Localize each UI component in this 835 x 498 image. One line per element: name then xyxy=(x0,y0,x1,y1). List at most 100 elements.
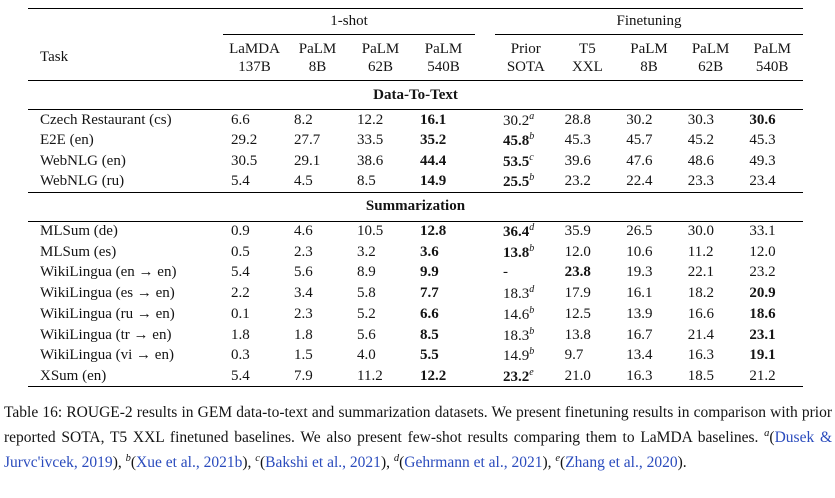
value-cell: 4.6 xyxy=(286,221,349,242)
value-cell: 8.5 xyxy=(349,172,412,193)
value-text: 16.1 xyxy=(626,285,653,302)
value-text: 23.2 xyxy=(503,368,530,385)
group-header-finetuning: Finetuning xyxy=(495,8,803,35)
value-cell: 16.6 xyxy=(680,304,742,325)
value-cell: 12.0 xyxy=(741,242,803,263)
value-text: 47.6 xyxy=(626,152,653,169)
value-cell: 38.6 xyxy=(349,151,412,172)
column-header-line1: LaMDA xyxy=(229,40,280,57)
value-cell: 45.7 xyxy=(618,130,680,151)
value-text: 16.3 xyxy=(626,367,653,384)
value-cell: 45.2 xyxy=(680,130,742,151)
value-cell: 12.2 xyxy=(412,366,475,387)
value-cell: 27.7 xyxy=(286,130,349,151)
citation-link[interactable]: Dusek & Jurvc'ivcek, 2019 xyxy=(4,429,832,472)
value-cell: 11.2 xyxy=(680,242,742,263)
value-cell: 22.4 xyxy=(618,172,680,193)
value-text: 30.6 xyxy=(749,111,776,128)
caption-text: ). xyxy=(677,454,687,472)
value-cell: 14.9 xyxy=(412,172,475,193)
value-text: 5.4 xyxy=(231,173,250,190)
value-cell: 3.6 xyxy=(412,242,475,263)
value-text: 5.8 xyxy=(357,285,376,302)
group-gap xyxy=(475,9,495,35)
citation-link[interactable]: Xue et al., 2021b xyxy=(136,454,243,472)
column-gap xyxy=(475,34,495,81)
value-cell: 18.3d xyxy=(495,283,557,304)
value-cell: 10.5 xyxy=(349,221,412,242)
value-cell: 9.9 xyxy=(412,263,475,284)
value-cell: 2.3 xyxy=(286,304,349,325)
value-text: 16.7 xyxy=(626,326,653,343)
value-text: 10.5 xyxy=(357,223,384,240)
value-text: 18.6 xyxy=(749,305,776,322)
value-cell: 21.2 xyxy=(741,366,803,387)
footnote-marker: d xyxy=(529,222,535,234)
column-gap xyxy=(475,366,495,387)
value-cell: 21.4 xyxy=(680,325,742,346)
column-gap xyxy=(475,345,495,366)
caption-text: ), xyxy=(112,454,126,472)
task-column-header: Task xyxy=(28,34,223,81)
value-cell: 8.5 xyxy=(412,325,475,346)
value-text: 3.4 xyxy=(294,285,313,302)
value-cell: 6.6 xyxy=(223,110,286,131)
value-text: 5.2 xyxy=(357,305,376,322)
column-gap xyxy=(475,221,495,242)
value-cell: 30.5 xyxy=(223,151,286,172)
value-text: 8.2 xyxy=(294,111,313,128)
value-cell: 33.5 xyxy=(349,130,412,151)
value-cell: 0.1 xyxy=(223,304,286,325)
value-text: 16.3 xyxy=(687,347,715,364)
column-header-row: Task LaMDA 137B PaLM 8B PaLM 62B PaLM 540B Prior… xyxy=(28,34,803,81)
value-text: 38.6 xyxy=(357,152,384,169)
value-text: 12.0 xyxy=(564,243,591,260)
footnote-marker: c xyxy=(529,151,534,163)
citation-link[interactable]: Gehrmann et al., 2021 xyxy=(404,454,543,472)
column-header-lamda-137b: LaMDA 137B xyxy=(223,34,286,81)
value-cell: 12.2 xyxy=(349,110,412,131)
value-cell: 33.1 xyxy=(741,221,803,242)
value-text: 39.6 xyxy=(564,152,591,169)
value-cell: 30.3 xyxy=(680,110,742,131)
value-cell: 29.1 xyxy=(286,151,349,172)
value-cell: 21.0 xyxy=(557,366,619,387)
value-cell: 39.6 xyxy=(557,151,619,172)
table-row: WikiLingua (es → en) 2.2 3.4 5.8 7.7 18.3d 17.… xyxy=(28,283,803,304)
value-cell: 23.2 xyxy=(741,263,803,284)
results-table: 1-shot Finetuning Task LaMDA 137B PaLM 8B Pa… xyxy=(28,8,803,388)
caption-text: ( xyxy=(259,454,266,472)
value-text: 29.1 xyxy=(294,152,321,169)
value-text: 13.8 xyxy=(503,244,530,261)
column-gap xyxy=(475,110,495,131)
column-header-line1: PaLM xyxy=(630,40,668,57)
value-text: 10.6 xyxy=(626,243,653,260)
value-cell: 23.4 xyxy=(741,172,803,193)
footnote-marker: d xyxy=(529,284,535,296)
value-text: 44.4 xyxy=(420,152,447,169)
column-header-line2: XXL xyxy=(571,58,603,75)
citation-link[interactable]: Zhang et al., 2020 xyxy=(565,454,678,472)
value-text: 5.4 xyxy=(231,367,250,384)
value-cell: 5.5 xyxy=(412,345,475,366)
value-text: 28.8 xyxy=(564,111,591,128)
caption-text: ), xyxy=(242,454,256,472)
footnote-marker: a xyxy=(764,428,770,440)
column-header-line2: 62B xyxy=(698,58,724,75)
table-row: MLSum (de) 0.9 4.6 10.5 12.8 36.4d 35.9 26.5 30.… xyxy=(28,221,803,242)
citation-link[interactable]: Bakshi et al., 2021 xyxy=(265,454,381,472)
value-text: 49.3 xyxy=(749,152,776,169)
value-text: 5.4 xyxy=(231,264,250,281)
value-text: 8.5 xyxy=(420,326,439,343)
value-text: 45.2 xyxy=(687,132,715,149)
value-cell: 4.0 xyxy=(349,345,412,366)
value-cell: 5.6 xyxy=(349,325,412,346)
value-cell: 30.2a xyxy=(495,110,557,131)
value-cell: 0.5 xyxy=(223,242,286,263)
footnote-marker: e xyxy=(529,366,534,378)
value-cell: 5.4 xyxy=(223,366,286,387)
footnote-marker: b xyxy=(529,131,535,143)
value-cell: 0.9 xyxy=(223,221,286,242)
value-cell: 14.9b xyxy=(495,345,557,366)
value-text: 23.8 xyxy=(564,264,591,281)
